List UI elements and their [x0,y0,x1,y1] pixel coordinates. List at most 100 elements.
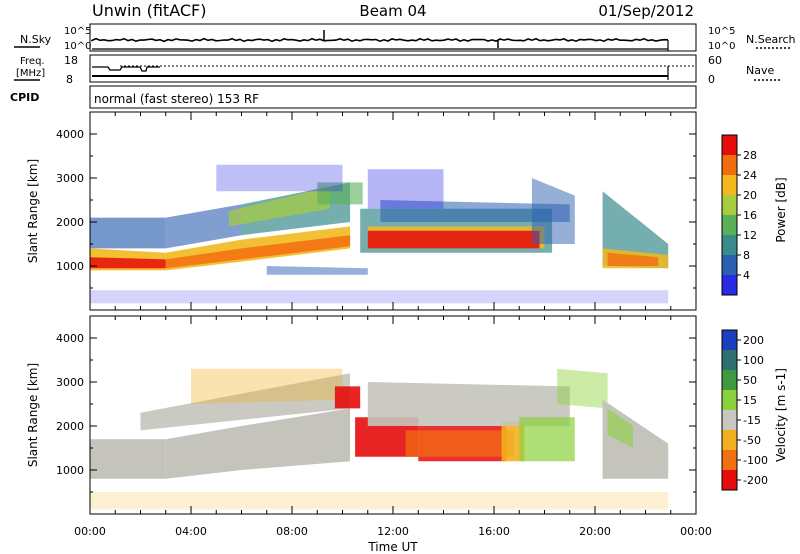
freq-trace-start [92,66,160,72]
velocity-cell [501,421,525,462]
power-colorbar-label: Power [dB] [774,177,788,242]
power-cell [90,217,166,249]
power-colorbar-swatch [722,175,737,195]
velocity-cell [405,430,515,457]
velocity-cell [334,386,361,409]
power-cell [266,266,368,275]
velocity-colorbar-tick-label: -15 [743,414,761,427]
freq-tick-top: 18 [64,54,78,67]
freq-unit-label: [MHz] [16,68,45,79]
power-ylabel: Slant Range [km] [26,159,40,263]
velocity-axes: 4000 3000 2000 1000 00:00 04:00 08:00 12:00 16:0… [56,316,712,538]
x-axis-label: Time UT [367,540,418,554]
station-title: Unwin (fitACF) [92,1,206,20]
velocity-cell [557,368,608,409]
velocity-cell [90,439,166,479]
velocity-colorbar-tick-label: 15 [743,394,757,407]
power-cell [228,186,330,227]
nsky-trace [91,37,669,43]
power-colorbar-tick-label: 24 [743,169,757,182]
nsearch-label: N.Search [746,33,796,46]
power-colorbar-tick-label: 8 [743,249,750,262]
sky-panel: N.Sky 10^5 10^0 10^5 10^0 N.Search [14,23,796,52]
velocity-cell [90,492,669,510]
power-cell [531,178,575,244]
power-colorbar-swatch [722,235,737,255]
x-tick-label: 12:00 [377,525,409,538]
power-colorbar-swatch [722,215,737,235]
x-tick-label: 16:00 [478,525,510,538]
power-colorbar-swatch [722,195,737,215]
velocity-colorbar-swatch [722,390,737,410]
velocity-colorbar-label: Velocity [m s-1] [774,368,788,462]
velocity-cell [607,408,633,448]
power-cell [241,235,351,260]
freq-panel: Freq. [MHz] 18 8 60 0 Nave [14,54,780,86]
freq-tick-bottom: 8 [66,73,73,86]
velocity-colorbar-swatch [722,430,737,450]
y-tick-label: 4000 [56,128,84,141]
velocity-cell [241,408,351,470]
velocity-cell [519,417,575,462]
velocity-colorbar-swatch [722,370,737,390]
velocity-colorbar: 200 100 50 15 -15 -50 -100 -200 [721,329,768,491]
power-axes: 4000 3000 2000 1000 [56,112,697,310]
velocity-cell [140,373,351,431]
power-colorbar-tick-label: 20 [743,189,757,202]
velocity-cell [367,382,570,426]
velocity-cell [355,417,419,457]
velocity-colorbar-swatch [722,350,737,370]
velocity-panel: 4000 3000 2000 1000 00:00 04:00 08:00 12:00 16:0… [26,315,712,554]
power-cell [380,200,570,222]
velocity-colorbar-tick-label: 50 [743,374,757,387]
nsky-tick-top: 10^5 [64,26,91,37]
power-colorbar-swatch [722,135,737,155]
velocity-ylabel: Slant Range [km] [26,363,40,467]
y-tick-label: 3000 [56,172,84,185]
freq-label: Freq. [20,56,45,67]
nave-label: Nave [746,64,774,77]
power-cell [165,248,242,269]
nsky-tick-bottom: 10^0 [64,41,91,52]
nave-tick-bottom: 0 [708,73,715,86]
power-colorbar-tick-label: 12 [743,229,757,242]
date-title: 01/Sep/2012 [598,2,694,20]
power-cell [90,290,669,304]
nsearch-tick-bottom: 10^0 [708,41,735,52]
y-tick-label: 3000 [56,376,84,389]
y-tick-label: 2000 [56,420,84,433]
power-cell [317,182,363,205]
power-cell [602,191,669,269]
nave-tick-top: 60 [708,54,722,67]
y-tick-label: 2000 [56,216,84,229]
velocity-colorbar-swatch [722,450,737,470]
power-colorbar-tick-label: 28 [743,149,757,162]
x-tick-label: 00:00 [680,525,712,538]
power-colorbar-tick-label: 4 [743,269,750,282]
nsearch-tick-top: 10^5 [708,26,735,37]
y-tick-label: 4000 [56,332,84,345]
x-tick-label: 00:00 [74,525,106,538]
power-cell [367,230,540,249]
velocity-colorbar-swatch [722,330,737,350]
power-cell [90,257,166,269]
x-tick-label: 04:00 [175,525,207,538]
power-cell [165,204,242,249]
velocity-colorbar-tick-label: 200 [743,334,764,347]
beam-title: Beam 04 [359,2,426,20]
power-colorbar-tick-label: 16 [743,209,757,222]
x-tick-label: 20:00 [579,525,611,538]
power-cell [216,164,343,192]
power-panel: 4000 3000 2000 1000 Slant Range [km] [26,111,697,311]
cpid-text: normal (fast stereo) 153 RF [94,92,259,106]
power-colorbar: 28 24 20 16 12 8 4 [721,134,757,296]
velocity-colorbar-tick-label: -100 [743,454,768,467]
velocity-cell [165,426,242,479]
velocity-colorbar-swatch [722,470,737,490]
velocity-heatmap [90,368,669,510]
velocity-colorbar-tick-label: 100 [743,354,764,367]
power-heatmap [90,164,669,304]
power-colorbar-swatch [722,255,737,275]
nsky-label: N.Sky [20,33,52,46]
